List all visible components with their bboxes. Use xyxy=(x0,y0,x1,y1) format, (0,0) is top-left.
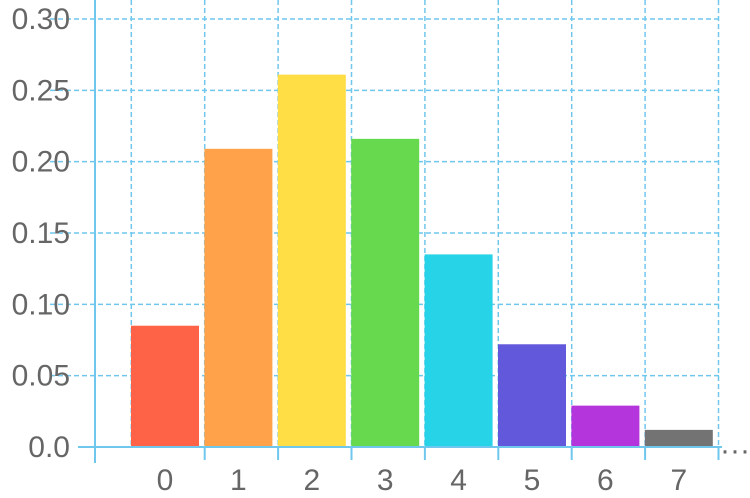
y-tick-label: 0.20 xyxy=(12,146,70,179)
y-tick-label: 0.05 xyxy=(12,360,70,393)
bar-7 xyxy=(644,429,713,447)
x-tick-label: 5 xyxy=(524,464,541,497)
bar-5 xyxy=(498,344,566,447)
x-tick-label: 4 xyxy=(450,464,467,497)
bar-1 xyxy=(204,148,273,447)
bar-0 xyxy=(131,325,199,447)
y-tick-label: 0.15 xyxy=(12,217,70,250)
bar-4 xyxy=(424,254,493,447)
bar-series xyxy=(131,74,713,447)
bar-6 xyxy=(571,405,640,447)
y-tick-label: 0.30 xyxy=(12,3,70,36)
bar-3 xyxy=(351,138,420,447)
y-tick-label: 0.25 xyxy=(12,74,70,107)
y-axis-tick-labels: 0.0 0.05 0.10 0.15 0.20 0.25 0.30 xyxy=(12,3,70,464)
y-tick-label: 0.10 xyxy=(12,288,70,321)
x-tick-label: 6 xyxy=(597,464,614,497)
y-tick-label: 0.0 xyxy=(28,431,70,464)
bar-2 xyxy=(277,74,346,447)
x-axis-tick-labels: 0 1 2 3 4 5 6 7 xyxy=(157,464,687,497)
continuation-ellipsis: ··· xyxy=(720,434,750,467)
x-tick-label: 7 xyxy=(670,464,687,497)
x-tick-label: 2 xyxy=(303,464,320,497)
chart-axes xyxy=(78,0,722,463)
x-tick-label: 1 xyxy=(230,464,247,497)
x-tick-label: 0 xyxy=(157,464,174,497)
x-tick-label: 3 xyxy=(377,464,394,497)
